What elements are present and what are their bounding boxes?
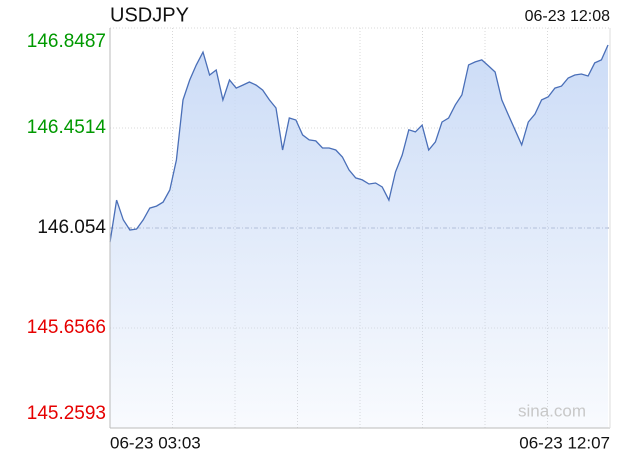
y-tick-label: 145.6566 [27, 317, 106, 338]
plot [109, 44, 609, 428]
axes: 146.8487146.4514146.054145.6566145.25930… [27, 28, 611, 452]
x-tick-label: 06-23 12:07 [519, 433, 610, 452]
y-tick-label: 146.4514 [27, 117, 107, 138]
timestamp: 06-23 12:08 [525, 8, 611, 25]
y-tick-label: 146.054 [37, 217, 106, 238]
watermark: sina.com [518, 401, 586, 420]
chart-title: USDJPY [110, 4, 189, 26]
x-tick-label: 06-23 03:03 [110, 433, 201, 452]
y-tick-label: 145.2593 [27, 403, 106, 424]
price-line [109, 44, 609, 243]
area [110, 45, 608, 428]
y-tick-label: 146.8487 [27, 31, 106, 52]
